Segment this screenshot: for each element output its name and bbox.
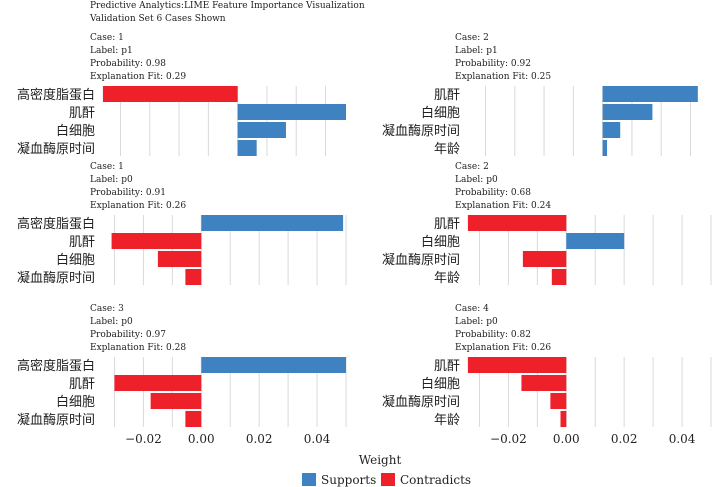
feature-label: 肌酐 xyxy=(434,88,460,103)
bar-supports xyxy=(602,140,608,156)
feature-label: 年龄 xyxy=(434,413,460,428)
x-tick-label: 0.02 xyxy=(246,432,273,446)
legend-label-contradicts: Contradicts xyxy=(400,473,471,487)
bar-supports xyxy=(201,357,346,373)
panel-header-fit-text: Explanation Fit: 0.26 xyxy=(90,201,186,211)
feature-label: 凝血酶原时间 xyxy=(382,252,460,268)
panel-header-fit-text: Explanation Fit: 0.29 xyxy=(90,72,186,82)
feature-label: 凝血酶原时间 xyxy=(17,141,95,157)
panel-header-case-label: Case: 4 xyxy=(455,304,489,314)
panel-header-probability-text: Probability: 0.98 xyxy=(90,59,166,69)
panel-header-case-label: Case: 3 xyxy=(90,304,124,314)
panel-header-label-text: Label: p1 xyxy=(455,46,498,56)
feature-label: 凝血酶原时间 xyxy=(17,412,95,428)
bar-contradicts xyxy=(522,251,567,267)
panel-header-fit-text: Explanation Fit: 0.28 xyxy=(90,343,186,353)
feature-label: 白细胞 xyxy=(56,252,95,268)
feature-label: 凝血酶原时间 xyxy=(17,270,95,286)
x-tick-label: 0.02 xyxy=(611,432,638,446)
bar-supports xyxy=(602,104,653,120)
panel-header-label-text: Label: p0 xyxy=(90,317,133,327)
bar-supports xyxy=(201,215,344,231)
feature-label: 凝血酶原时间 xyxy=(382,123,460,139)
bar-contradicts xyxy=(560,411,567,427)
feature-label: 白细胞 xyxy=(421,376,460,392)
x-tick-label: 0.04 xyxy=(669,432,696,446)
panel-header-probability-text: Probability: 0.68 xyxy=(455,188,531,198)
feature-label: 肌酐 xyxy=(434,217,460,232)
panel-header-case-label: Case: 1 xyxy=(90,162,124,172)
legend-label-supports: Supports xyxy=(321,473,376,487)
feature-label: 肌酐 xyxy=(69,235,95,250)
panel-header-label-text: Label: p0 xyxy=(455,317,498,327)
bar-supports xyxy=(237,104,346,120)
feature-label: 白细胞 xyxy=(421,234,460,250)
chart-subtitle: Validation Set 6 Cases Shown xyxy=(89,14,226,24)
panel-header-fit-text: Explanation Fit: 0.24 xyxy=(455,201,551,211)
feature-label: 高密度脂蛋白 xyxy=(17,216,95,232)
legend-swatch-contradicts xyxy=(381,473,395,486)
feature-label: 年龄 xyxy=(434,142,460,157)
bar-supports xyxy=(602,122,621,138)
bar-contradicts xyxy=(150,393,202,409)
feature-label: 肌酐 xyxy=(69,377,95,392)
x-tick-label: −0.02 xyxy=(125,432,162,446)
x-tick-label: −0.02 xyxy=(490,432,527,446)
panel-header-probability-text: Probability: 0.82 xyxy=(455,330,531,340)
bar-contradicts xyxy=(467,215,567,231)
bar-contradicts xyxy=(114,375,202,391)
panel-header-case-label: Case: 2 xyxy=(455,162,489,172)
bar-supports xyxy=(237,122,286,138)
feature-label: 高密度脂蛋白 xyxy=(17,87,95,103)
legend-swatch-supports xyxy=(302,473,316,486)
bar-contradicts xyxy=(467,357,567,373)
feature-label: 年龄 xyxy=(434,271,460,286)
bar-supports xyxy=(602,86,698,102)
bar-contradicts xyxy=(550,393,567,409)
panel-header-fit-text: Explanation Fit: 0.26 xyxy=(455,343,551,353)
feature-label: 高密度脂蛋白 xyxy=(17,358,95,374)
panel-header-probability-text: Probability: 0.91 xyxy=(90,188,166,198)
bar-contradicts xyxy=(185,269,202,285)
feature-label: 白细胞 xyxy=(421,105,460,121)
x-tick-label: 0.00 xyxy=(553,432,580,446)
panels-group: Case: 1 Label: p1 Probability: 0.98 Explana… xyxy=(17,33,712,446)
x-tick-label: 0.04 xyxy=(304,432,331,446)
panel-header-label-text: Label: p1 xyxy=(90,46,133,56)
panel-header-probability-text: Probability: 0.97 xyxy=(90,330,166,340)
panel-header-case-label: Case: 1 xyxy=(90,33,124,43)
bar-supports xyxy=(566,233,625,249)
bar-contradicts xyxy=(521,375,567,391)
feature-label: 凝血酶原时间 xyxy=(382,394,460,410)
panel-header-probability-text: Probability: 0.92 xyxy=(455,59,531,69)
bar-contradicts xyxy=(102,86,238,102)
panel-header-label-text: Label: p0 xyxy=(455,175,498,185)
x-axis-label: Weight xyxy=(359,453,402,467)
bar-contradicts xyxy=(551,269,567,285)
panel-header-label-text: Label: p0 xyxy=(90,175,133,185)
bar-supports xyxy=(237,140,257,156)
feature-label: 肌酐 xyxy=(434,359,460,374)
feature-label: 白细胞 xyxy=(56,123,95,139)
bar-contradicts xyxy=(111,233,202,249)
feature-label: 肌酐 xyxy=(69,106,95,121)
legend: Supports Contradicts xyxy=(302,473,471,487)
panel-header-case-label: Case: 2 xyxy=(455,33,489,43)
x-tick-label: 0.00 xyxy=(188,432,215,446)
bar-contradicts xyxy=(185,411,202,427)
bar-contradicts xyxy=(157,251,202,267)
feature-label: 白细胞 xyxy=(56,394,95,410)
panel-header-fit-text: Explanation Fit: 0.25 xyxy=(455,72,551,82)
chart-title: Predictive Analytics:LIME Feature Import… xyxy=(90,1,365,11)
